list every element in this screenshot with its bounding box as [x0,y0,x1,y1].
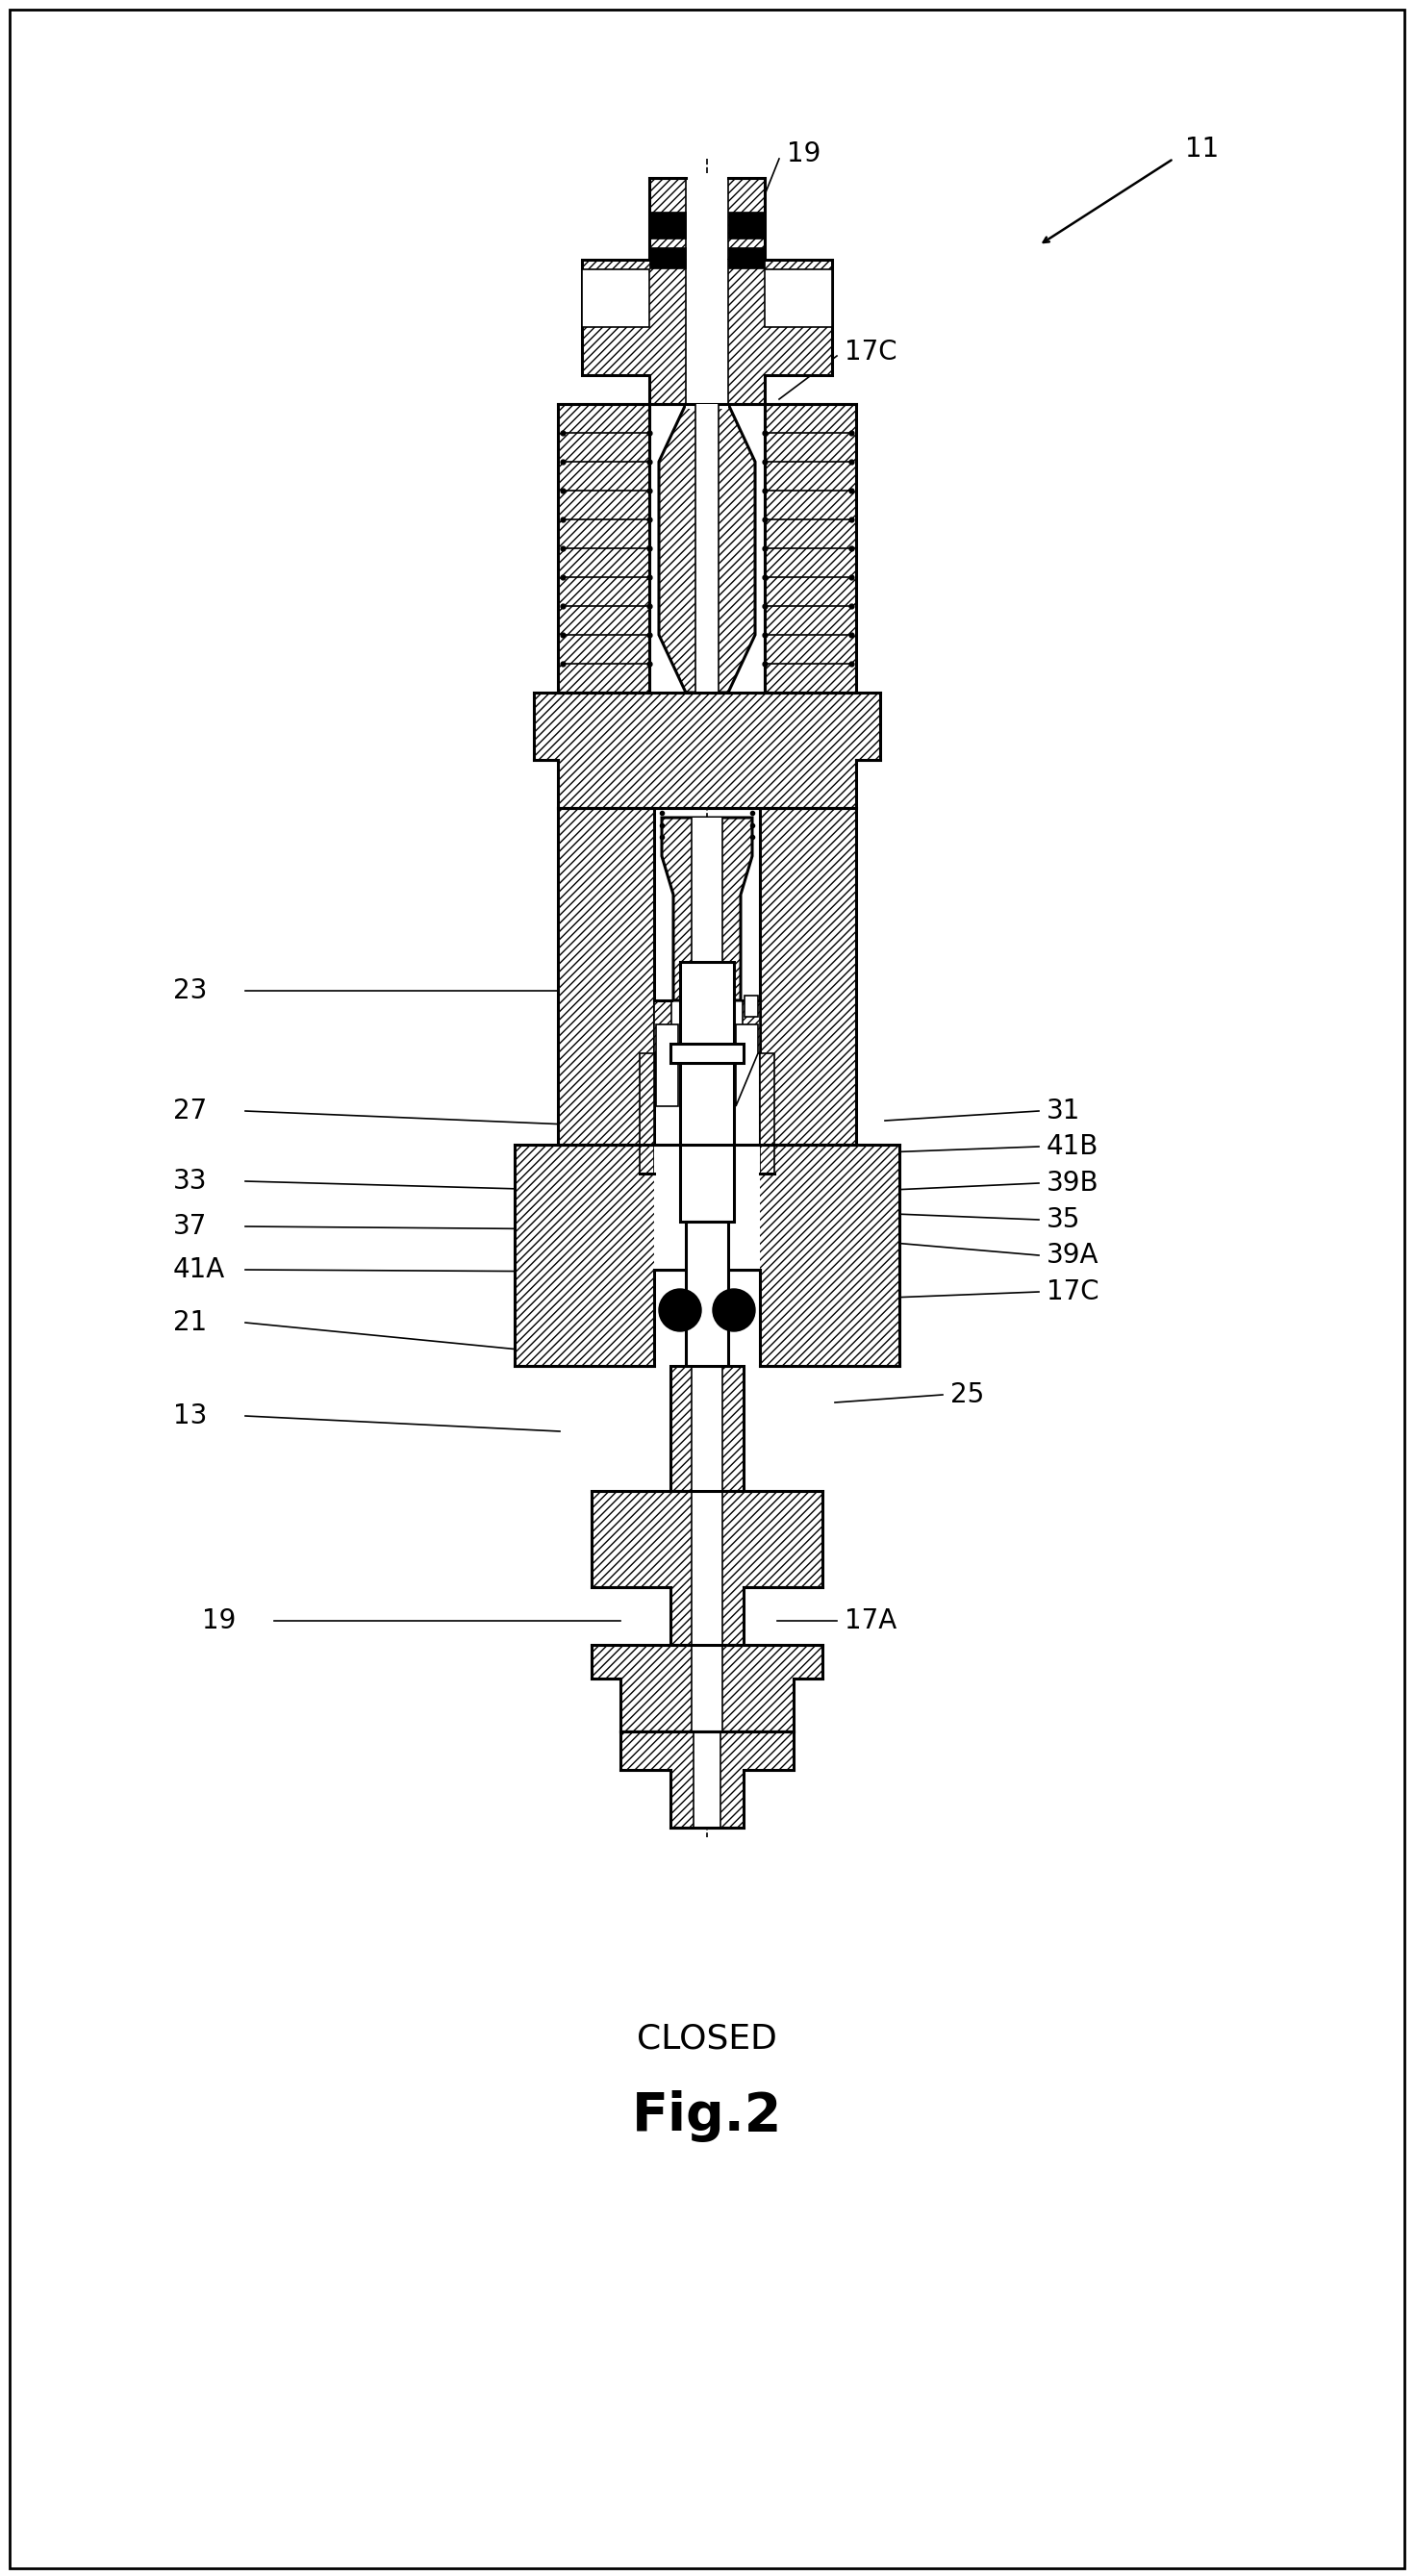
Bar [583,270,649,327]
Bar [655,1144,759,1270]
Text: 13: 13 [173,1401,208,1430]
Polygon shape [759,809,855,1144]
Bar [691,1646,723,1731]
Bar [691,1492,723,1646]
Text: 19: 19 [202,1607,236,1633]
Text: 23: 23 [173,976,208,1005]
Text: 39B: 39B [1046,1170,1099,1198]
Bar [696,404,718,693]
Bar [691,817,723,999]
Bar [686,260,728,410]
Bar [649,247,686,268]
Polygon shape [559,809,655,1144]
Text: 41A: 41A [173,1257,225,1283]
Polygon shape [591,1492,823,1646]
Bar [765,270,831,327]
Text: CLOSED: CLOSED [636,2022,778,2056]
Text: 11: 11 [1185,137,1219,162]
Polygon shape [742,999,775,1175]
Bar [680,961,734,1221]
Text: 33: 33 [173,1167,208,1195]
Bar [745,994,758,1018]
Bar [691,1365,723,1492]
Polygon shape [621,1731,793,1826]
Bar [686,404,728,693]
Text: 31: 31 [1046,1097,1080,1126]
Polygon shape [765,404,855,693]
Polygon shape [534,693,880,809]
Bar [693,1731,721,1826]
Text: 17A: 17A [844,1607,896,1633]
Text: 27: 27 [173,1097,206,1126]
Bar [686,173,728,273]
Text: Fig.2: Fig.2 [632,2089,782,2143]
Circle shape [659,1288,701,1332]
Polygon shape [659,404,755,693]
Text: 39A: 39A [1046,1242,1099,1270]
Bar [686,1221,728,1365]
Polygon shape [656,1025,679,1105]
Circle shape [713,1288,755,1332]
Bar [728,211,765,240]
Polygon shape [559,404,649,693]
Bar [649,211,686,240]
Text: 19: 19 [786,142,822,167]
Polygon shape [591,1646,823,1731]
Text: 21: 21 [173,1309,206,1337]
Polygon shape [735,1025,758,1105]
Polygon shape [662,817,752,999]
Bar [670,1043,744,1064]
Polygon shape [515,1144,899,1365]
Text: 17C: 17C [844,337,896,366]
Polygon shape [649,178,765,260]
Text: 37: 37 [173,1213,208,1239]
Text: 41B: 41B [1046,1133,1099,1159]
Text: 35: 35 [1046,1206,1080,1234]
Text: 17C: 17C [1046,1278,1099,1306]
Text: 25: 25 [950,1381,984,1409]
Bar [728,247,765,268]
Polygon shape [583,260,831,404]
Polygon shape [639,999,672,1175]
Bar [670,1365,744,1492]
